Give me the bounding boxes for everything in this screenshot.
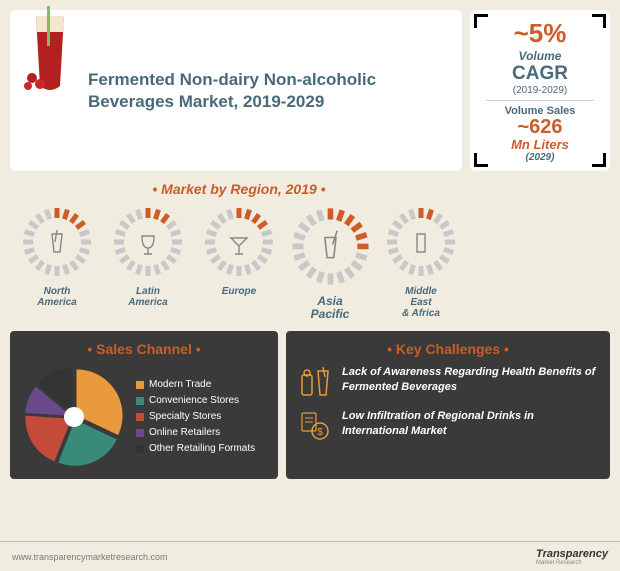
legend-swatch	[136, 397, 144, 405]
region-item: AsiaPacific	[287, 205, 373, 321]
region-item: NorthAmerica	[14, 205, 100, 321]
legend-swatch	[136, 381, 144, 389]
challenge-text: Low Infiltration of Regional Drinks in I…	[342, 409, 598, 438]
region-item: LatinAmerica	[105, 205, 191, 321]
region-name: AsiaPacific	[287, 295, 373, 321]
region-gauge	[289, 205, 372, 288]
footer: www.transparencymarketresearch.com Trans…	[0, 541, 620, 571]
volume-sales-value: ~626	[480, 117, 600, 137]
region-name: NorthAmerica	[14, 286, 100, 308]
legend-item: Modern Trade	[136, 377, 255, 393]
legend-label: Modern Trade	[149, 377, 211, 393]
legend-label: Online Retailers	[149, 425, 220, 441]
legend-swatch	[136, 429, 144, 437]
legend-label: Specialty Stores	[149, 409, 221, 425]
legend-item: Convenience Stores	[136, 393, 255, 409]
challenges-heading: • Key Challenges •	[298, 341, 598, 357]
region-item: Europe	[196, 205, 282, 321]
stat-card: ~5% Volume CAGR (2019-2029) Volume Sales…	[470, 10, 610, 171]
region-gauge	[384, 205, 458, 279]
cagr-value: ~5%	[480, 18, 600, 49]
sales-legend: Modern TradeConvenience StoresSpecialty …	[136, 377, 255, 457]
legend-item: Online Retailers	[136, 425, 255, 441]
title-card: Fermented Non-dairy Non-alcoholic Bevera…	[10, 10, 462, 171]
footer-url: www.transparencymarketresearch.com	[12, 552, 168, 562]
svg-text:$: $	[317, 427, 323, 438]
legend-item: Other Retailing Formats	[136, 441, 255, 457]
challenge-item: Lack of Awareness Regarding Health Benef…	[298, 365, 598, 399]
cagr-label: CAGR	[480, 63, 600, 85]
footer-logo: Transparency Market Research	[536, 548, 608, 566]
legend-swatch	[136, 445, 144, 453]
sales-panel: • Sales Channel • Modern TradeConvenienc…	[10, 331, 278, 479]
volume-sales-unit: Mn Liters	[480, 137, 600, 152]
regions-row: NorthAmerica LatinAmerica Europe AsiaPac…	[10, 205, 468, 321]
legend-swatch	[136, 413, 144, 421]
cagr-volume-label: Volume	[480, 49, 600, 63]
region-heading: • Market by Region, 2019 •	[10, 181, 468, 197]
challenge-item: $ Low Infiltration of Regional Drinks in…	[298, 409, 598, 443]
volume-sales-year: (2029)	[480, 152, 600, 163]
region-gauge	[111, 205, 185, 279]
sales-heading: • Sales Channel •	[22, 341, 266, 357]
region-item: MiddleEast& Africa	[378, 205, 464, 321]
sales-pie-chart	[22, 365, 126, 469]
beverage-icon	[298, 365, 332, 399]
region-name: Europe	[196, 286, 282, 297]
region-gauge	[202, 205, 276, 279]
legend-item: Specialty Stores	[136, 409, 255, 425]
drink-glass-icon	[18, 6, 82, 100]
region-name: MiddleEast& Africa	[378, 286, 464, 319]
challenges-panel: • Key Challenges • Lack of Awareness Reg…	[286, 331, 610, 479]
legend-label: Convenience Stores	[149, 393, 239, 409]
region-gauge	[20, 205, 94, 279]
page-title: Fermented Non-dairy Non-alcoholic Bevera…	[88, 69, 450, 112]
challenge-text: Lack of Awareness Regarding Health Benef…	[342, 365, 598, 394]
legend-label: Other Retailing Formats	[149, 441, 255, 457]
cagr-period: (2019-2029)	[480, 85, 600, 96]
region-name: LatinAmerica	[105, 286, 191, 308]
globe-money-icon: $	[298, 409, 332, 443]
